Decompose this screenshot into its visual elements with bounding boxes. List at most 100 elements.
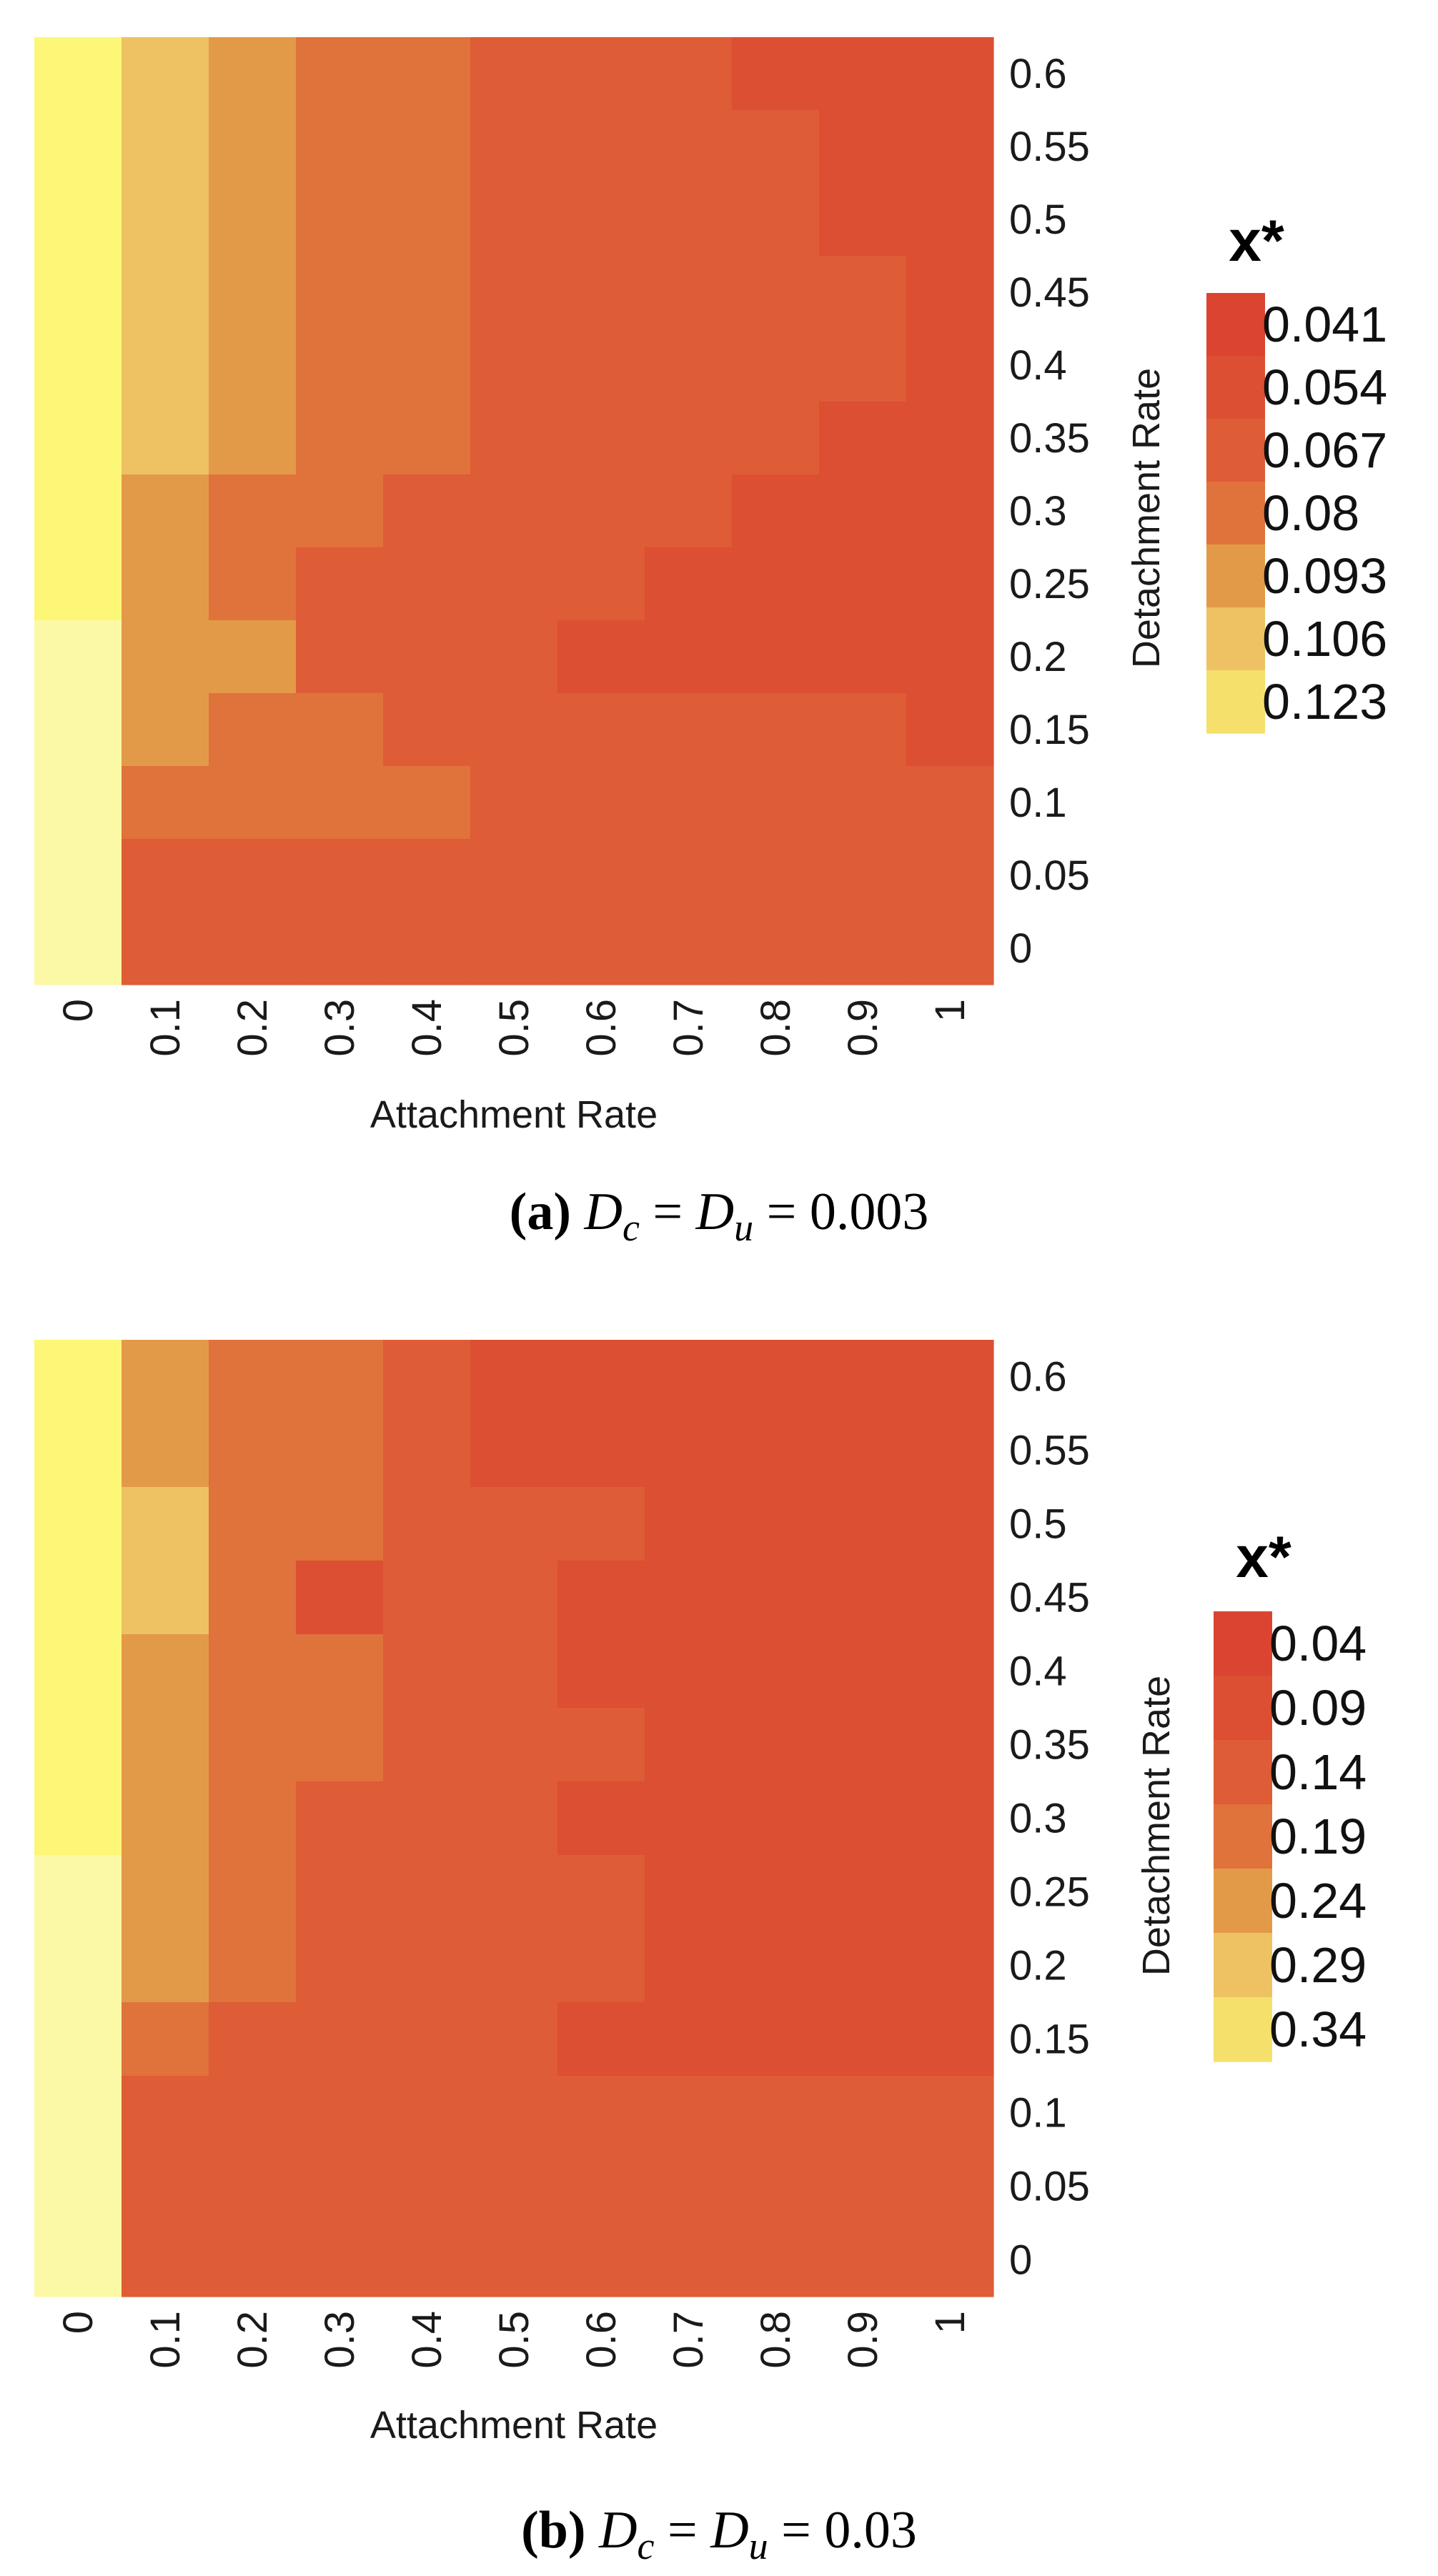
- heatmap-cell: [645, 1487, 733, 1561]
- heatmap-cell: [906, 2149, 994, 2224]
- x-tick-label: 0: [55, 2311, 101, 2334]
- heatmap-cell: [557, 37, 645, 111]
- heatmap-cell: [122, 183, 209, 257]
- heatmap-cell: [557, 547, 645, 621]
- heatmap-cell: [34, 1855, 122, 1929]
- heatmap-cell: [732, 1561, 820, 1635]
- heatmap-cell: [732, 766, 820, 840]
- y-tick-label: 0.55: [1009, 1428, 1090, 1474]
- heatmap-cell: [732, 1487, 820, 1561]
- heatmap-cell: [122, 1634, 209, 1709]
- heatmap-cell: [819, 2223, 907, 2297]
- caption-value: 0.003: [810, 1183, 929, 1241]
- heatmap-cell: [34, 110, 122, 184]
- heatmap-cell: [470, 766, 558, 840]
- heatmap-cell: [470, 2223, 558, 2297]
- heatmap-cell: [122, 839, 209, 912]
- x-tick-label: 0.2: [229, 999, 276, 1057]
- caption-lhs2-base: D: [695, 1183, 734, 1241]
- heatmap-cell: [470, 2076, 558, 2150]
- legend-swatch: [1206, 419, 1265, 482]
- heatmap-cell: [470, 1781, 558, 1856]
- y-tick-label: 0.35: [1009, 1722, 1090, 1769]
- heatmap-cell: [819, 693, 907, 767]
- heatmap-cell: [209, 1634, 297, 1709]
- heatmap-cell: [296, 183, 384, 257]
- caption-lhs2-sub: u: [749, 2525, 768, 2567]
- legend-swatch: [1206, 293, 1265, 357]
- heatmap-cell: [296, 2076, 384, 2150]
- heatmap-cell: [557, 1929, 645, 2003]
- heatmap-cell: [557, 693, 645, 767]
- y-tick-label: 0.55: [1009, 124, 1090, 170]
- heatmap-cell: [557, 1487, 645, 1561]
- heatmap-cell: [470, 547, 558, 621]
- x-tick-label: 0.6: [578, 999, 625, 1057]
- caption-lhs1-sub: c: [623, 1206, 640, 1249]
- heatmap-cell: [557, 2002, 645, 2077]
- heatmap-cell: [296, 766, 384, 840]
- heatmap-cell: [296, 839, 384, 912]
- heatmap-cell: [34, 1929, 122, 2003]
- legend-title: x*: [1229, 209, 1284, 274]
- legend-label: 0.067: [1262, 422, 1387, 478]
- y-axis-label: Detachment Rate: [1135, 1676, 1178, 1976]
- caption-prefix: (: [521, 2501, 539, 2560]
- legend-label: 0.123: [1262, 674, 1387, 730]
- heatmap-cell: [383, 1708, 471, 1782]
- x-tick-label: 0.1: [142, 2311, 189, 2369]
- y-tick-label: 0.4: [1009, 1648, 1067, 1695]
- y-tick-label: 0: [1009, 925, 1032, 972]
- panel-caption: (b) Dc = Du = 0.03: [521, 2501, 917, 2567]
- heatmap-cell: [557, 329, 645, 402]
- heatmap-cell: [383, 474, 471, 548]
- legend-swatch: [1206, 544, 1265, 608]
- heatmap-cell: [470, 1929, 558, 2003]
- heatmap-cell: [557, 1340, 645, 1414]
- heatmap-cell: [557, 912, 645, 985]
- heatmap-cell: [906, 110, 994, 184]
- heatmap-cell: [557, 620, 645, 694]
- heatmap-cell: [557, 839, 645, 912]
- heatmap-cell: [470, 329, 558, 402]
- heatmap-cell: [296, 2223, 384, 2297]
- heatmap-cell: [122, 1561, 209, 1635]
- heatmap-cell: [906, 2223, 994, 2297]
- heatmap-cell: [34, 183, 122, 257]
- heatmap-cell: [732, 1708, 820, 1782]
- heatmap-cell: [209, 547, 297, 621]
- heatmap-cell: [906, 839, 994, 912]
- legend-label: 0.054: [1262, 359, 1387, 415]
- heatmap-cell: [645, 2002, 733, 2077]
- heatmap-cell: [557, 2223, 645, 2297]
- heatmap-cell: [470, 693, 558, 767]
- legend-label: 0.093: [1262, 548, 1387, 604]
- heatmap-cell: [383, 1340, 471, 1414]
- heatmap-cell: [209, 1708, 297, 1782]
- legend-label: 0.04: [1269, 1616, 1367, 1671]
- heatmap-cell: [209, 1413, 297, 1488]
- heatmap-cell: [557, 2076, 645, 2150]
- heatmap-cell: [34, 2149, 122, 2224]
- heatmap-cell: [470, 183, 558, 257]
- heatmap-cell: [470, 1413, 558, 1488]
- heatmap-cell: [296, 693, 384, 767]
- y-tick-label: 0.15: [1009, 2016, 1090, 2063]
- heatmap-cell: [645, 2149, 733, 2224]
- heatmap-cell: [383, 620, 471, 694]
- heatmap-cell: [122, 2223, 209, 2297]
- legend-swatch: [1214, 1676, 1272, 1741]
- heatmap-cell: [209, 839, 297, 912]
- heatmap-cell: [906, 766, 994, 840]
- legend-swatch: [1206, 670, 1265, 734]
- heatmap-cell: [557, 183, 645, 257]
- heatmap-cell: [296, 2149, 384, 2224]
- y-tick-label: 0.1: [1009, 780, 1067, 826]
- legend-label: 0.041: [1262, 297, 1387, 352]
- caption-prefix: (: [510, 1183, 527, 1241]
- heatmap-cell: [470, 620, 558, 694]
- y-tick-label: 0.6: [1009, 1354, 1067, 1401]
- heatmap-cell: [122, 766, 209, 840]
- y-tick-label: 0.4: [1009, 342, 1067, 389]
- heatmap-cell: [819, 110, 907, 184]
